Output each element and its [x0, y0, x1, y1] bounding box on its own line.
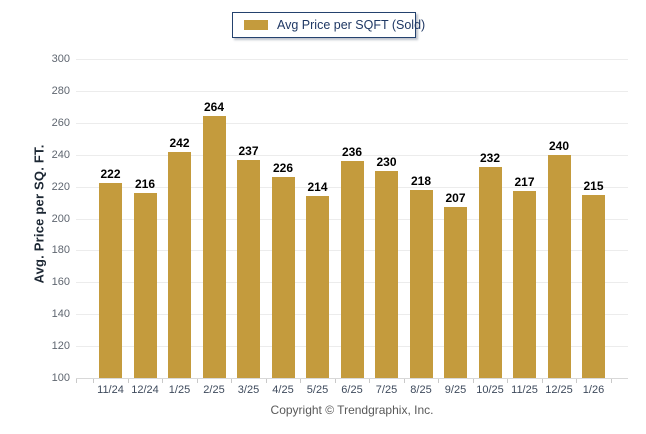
y-tick-label: 240	[51, 148, 70, 161]
bar-value-label: 218	[410, 173, 432, 188]
bar-value-label: 240	[548, 138, 570, 153]
bar-value-label: 222	[100, 167, 121, 182]
bar-value-label: 215	[583, 178, 604, 193]
bar	[582, 194, 605, 378]
x-tick-label: 7/25	[375, 384, 398, 396]
x-tick-label: 12/24	[131, 384, 159, 396]
y-tick-label: 200	[51, 212, 70, 225]
x-axis-tick-mark	[162, 379, 164, 383]
bar	[306, 196, 329, 378]
bar	[444, 207, 467, 378]
x-axis-tick-mark	[127, 379, 129, 383]
bar-value-label: 232	[479, 151, 501, 166]
x-tick-label: 1/25	[168, 384, 191, 396]
x-axis-tick-mark	[541, 379, 543, 383]
legend-label: Avg Price per SQFT (Sold)	[277, 18, 426, 32]
bar-value-label: 214	[307, 180, 328, 195]
bar	[271, 177, 295, 378]
x-tick-label: 12/25	[545, 384, 573, 396]
y-tick-label: 260	[51, 116, 70, 129]
x-axis-tick-mark	[334, 379, 336, 383]
x-axis-tick-mark	[472, 379, 474, 383]
y-tick-label: 160	[51, 276, 70, 289]
y-tick-label: 100	[51, 372, 70, 384]
x-tick-label: 6/25	[341, 384, 363, 396]
x-tick-label: 9/25	[444, 384, 467, 396]
bar-value-label: 216	[134, 176, 156, 191]
bar-value-label: 242	[169, 135, 190, 150]
x-tick-label: 5/25	[306, 384, 329, 396]
plot-area: 222 216 242 264 237 226 214 236 230 218 207 232 217 2…	[76, 59, 628, 383]
x-axis-tick-mark	[196, 379, 198, 383]
x-tick-label: 10/25	[476, 384, 504, 396]
x-tick-label: 3/25	[237, 384, 260, 396]
x-axis-tick-mark	[369, 379, 371, 383]
bar	[478, 167, 502, 378]
bar	[168, 151, 191, 378]
bar-value-label: 236	[341, 145, 363, 160]
x-tick-label: 4/25	[272, 384, 294, 396]
bar-value-label: 237	[238, 143, 259, 158]
gridline	[76, 154, 628, 156]
bar	[99, 183, 122, 378]
x-axis-labels: 11/24 12/24 1/25 2/25 3/25 4/25 5/25 6/25 7/25 8/…	[76, 381, 628, 397]
bar-value-label: 217	[514, 175, 535, 190]
y-tick-label: 220	[51, 180, 70, 193]
x-axis-tick-mark	[610, 379, 612, 383]
gridline	[76, 90, 628, 92]
x-tick-label: 8/25	[410, 384, 432, 396]
gridline	[76, 59, 628, 60]
bar-value-label: 230	[376, 154, 397, 169]
bar	[513, 191, 536, 378]
bar	[202, 116, 226, 378]
x-axis-tick-mark	[576, 379, 578, 383]
x-axis-tick-mark	[300, 379, 302, 383]
legend-swatch	[244, 20, 268, 30]
x-tick-label: 1/26	[582, 384, 605, 396]
legend: Avg Price per SQFT (Sold)	[232, 12, 425, 38]
x-tick-label: 11/24	[97, 384, 124, 396]
x-axis-tick-mark	[93, 379, 95, 383]
bar	[340, 161, 364, 378]
bar	[409, 189, 433, 378]
bar-value-label: 226	[272, 161, 294, 176]
gridline	[76, 122, 628, 124]
x-axis-tick-mark	[403, 379, 405, 383]
y-tick-label: 140	[51, 308, 70, 321]
copyright-text: Copyright © Trendgraphix, Inc.	[270, 403, 434, 417]
bar	[375, 170, 398, 378]
bar-value-label: 264	[203, 100, 225, 115]
x-axis-tick-mark	[507, 379, 509, 383]
y-axis-ticks: 300 280 260 240 220 200 180 160 140 120 100	[0, 53, 72, 384]
x-axis-tick-mark	[438, 379, 440, 383]
x-tick-label: 2/25	[203, 384, 225, 396]
y-tick-label: 280	[51, 84, 70, 97]
bar-value-label: 207	[445, 191, 466, 206]
x-tick-label: 11/25	[511, 384, 538, 396]
y-tick-label: 180	[51, 244, 70, 257]
x-axis-tick-mark	[76, 379, 77, 383]
y-tick-label: 300	[51, 53, 70, 65]
bar	[237, 159, 260, 378]
x-axis-tick-mark	[265, 379, 267, 383]
bar	[547, 154, 571, 378]
y-tick-label: 120	[51, 340, 70, 353]
x-axis-tick-mark	[231, 379, 233, 383]
bar	[133, 192, 157, 378]
